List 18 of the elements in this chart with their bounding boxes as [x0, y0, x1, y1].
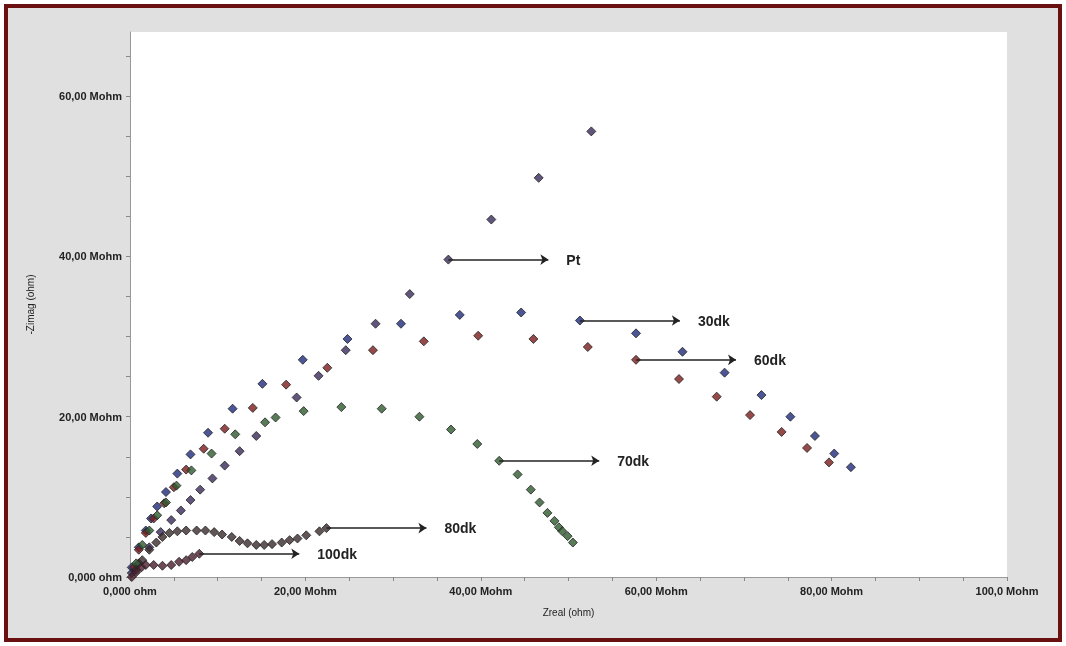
annotation: 100dk — [317, 545, 358, 562]
annotation: Pt — [566, 251, 581, 268]
annotation: 70dk — [617, 452, 650, 469]
annotation: 30dk — [697, 312, 731, 329]
x-axis-title: Zreal (ohm) — [542, 606, 595, 618]
y-tick-label: 0,000 ohm — [68, 571, 123, 583]
x-tick-label: 20,00 Mohm — [273, 584, 338, 597]
x-tick-label: 100,0 Mohm — [975, 584, 1039, 597]
y-tick-label: 20,00 Mohm — [59, 410, 123, 423]
y-tick-label: 40,00 Mohm — [59, 250, 123, 263]
annotation: 60dk — [754, 351, 787, 368]
y-axis-title: -Zimag (ohm) — [24, 274, 36, 335]
annotation: 80dk — [444, 520, 477, 537]
x-tick-label: 40,00 Mohm — [449, 584, 513, 597]
x-tick-label: 80,00 Mohm — [800, 584, 864, 597]
y-tick-label: 60,00 Mohm — [59, 90, 123, 103]
x-tick-label: 0,000 ohm — [103, 584, 158, 597]
x-tick-label: 60,00 Mohm — [624, 584, 688, 597]
